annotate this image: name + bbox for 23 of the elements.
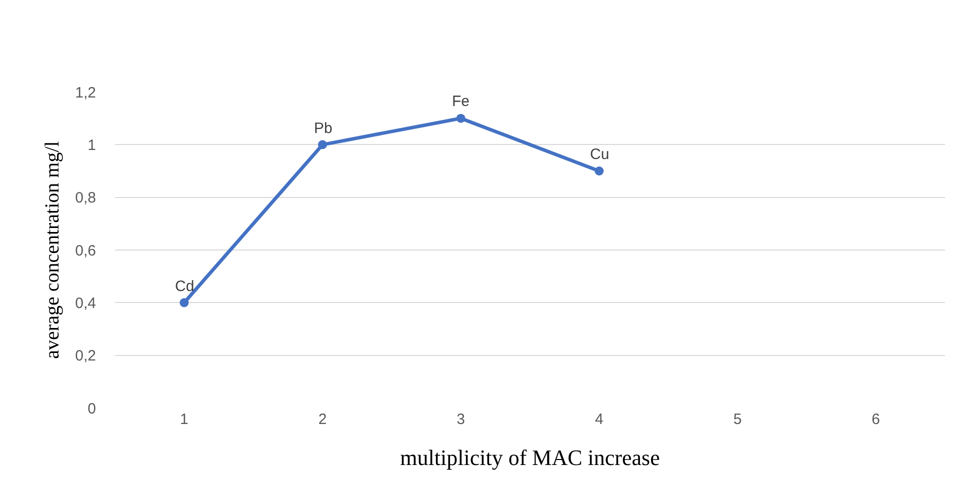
y-axis-title: average concentration mg/l: [42, 140, 64, 359]
x-tick-label: 2: [318, 411, 327, 428]
x-tick-label: 6: [872, 411, 880, 428]
y-tick-label: 0,2: [75, 348, 96, 365]
y-tick-label: 0,8: [75, 190, 96, 207]
y-tick-label: 0,4: [75, 294, 96, 312]
point: [456, 114, 466, 123]
annotation: Cd: [175, 278, 194, 295]
point: [180, 298, 189, 308]
point: [594, 166, 604, 176]
point: [318, 140, 327, 150]
annotation: Fe: [452, 93, 470, 110]
x-tick-label: 4: [595, 411, 604, 428]
y-tick-label: 1,2: [75, 84, 96, 102]
x-tick-label: 5: [733, 411, 742, 428]
x-axis-title: multiplicity of MAC increase: [400, 444, 660, 470]
y-tick-label: 0,6: [75, 242, 96, 260]
y-tick-label: 1: [88, 136, 96, 154]
y-tick-label: 0: [88, 400, 96, 418]
x-tick-label: 1: [180, 411, 188, 428]
annotation: Cu: [590, 146, 610, 163]
x-tick-label: 3: [456, 411, 465, 428]
annotation: Pb: [314, 120, 332, 137]
